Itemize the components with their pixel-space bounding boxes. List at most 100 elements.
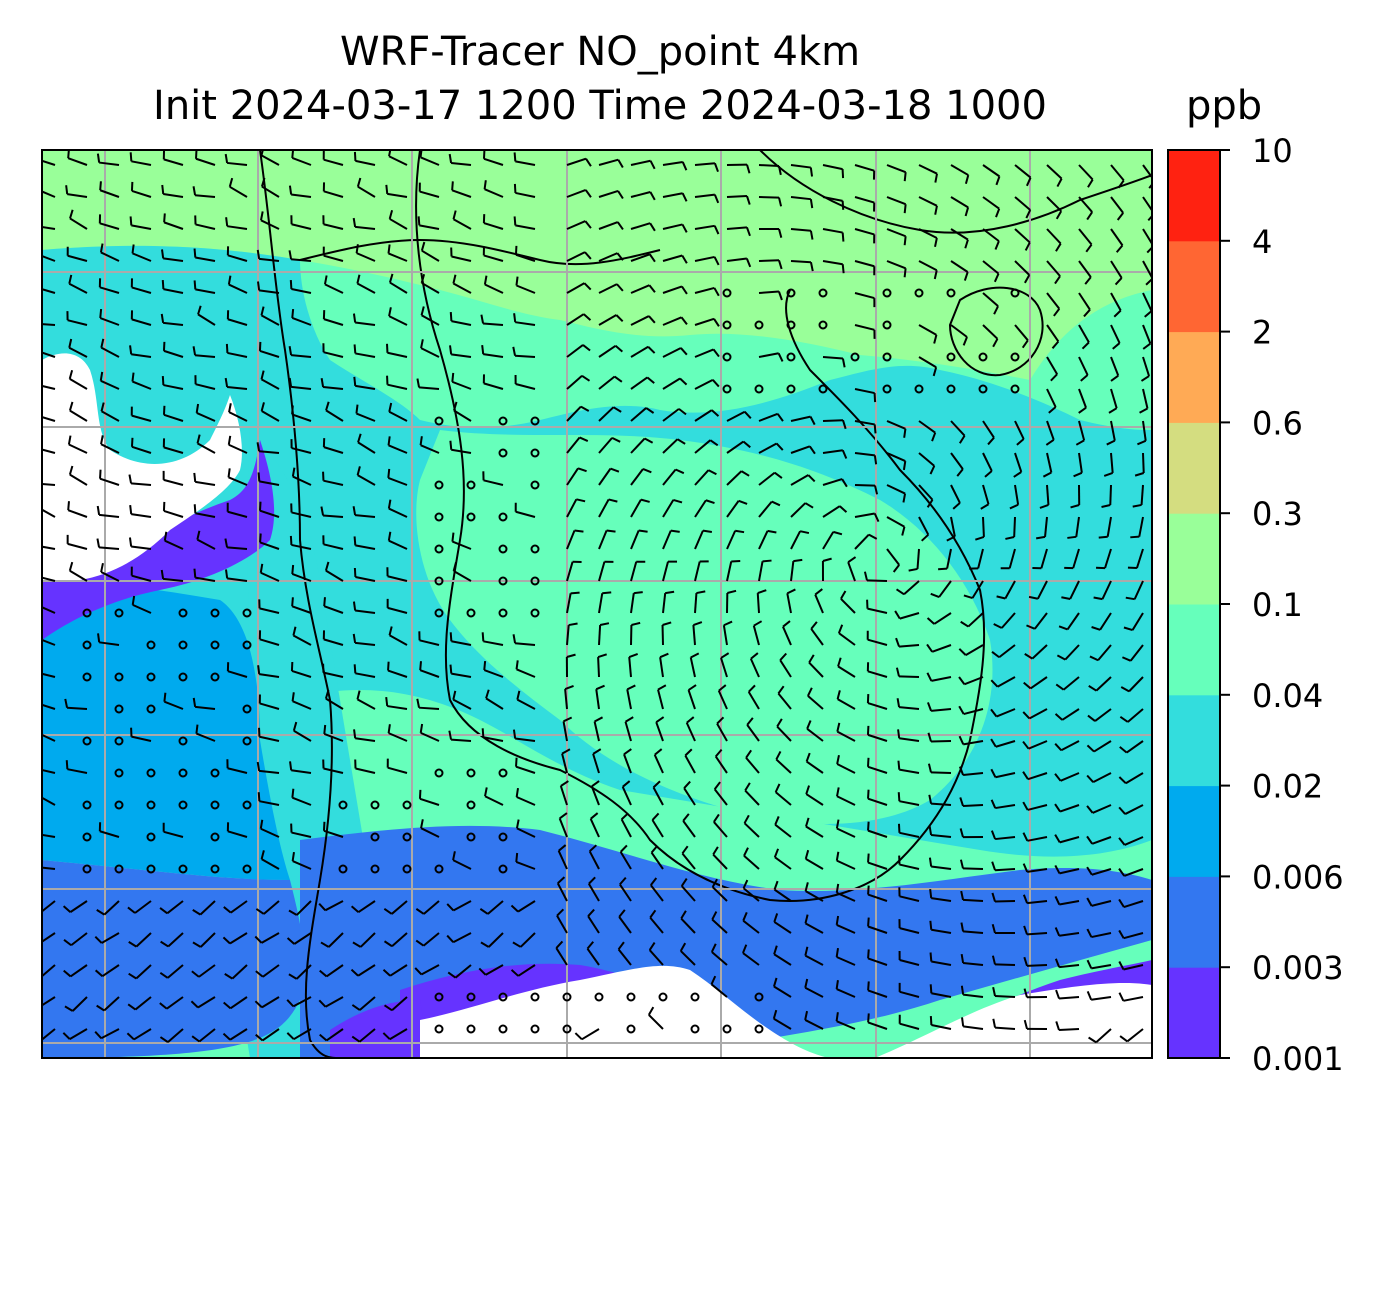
- wind-barb-shaft: [598, 283, 618, 294]
- wind-barb-shaft: [259, 349, 280, 358]
- wind-barb-shaft: [790, 474, 809, 486]
- wind-barb-shaft: [694, 499, 707, 518]
- wind-barb-flag: [975, 536, 985, 541]
- wind-barb-shaft: [260, 827, 280, 838]
- wind-barb-flag: [224, 153, 229, 164]
- wind-barb-flag: [742, 879, 749, 889]
- wind-barb-flag: [592, 748, 602, 755]
- wind-barb-shaft: [566, 188, 587, 198]
- wind-barb-shaft: [867, 829, 888, 838]
- wind-barb-flag: [991, 923, 996, 934]
- calm-wind-marker: [690, 1024, 700, 1034]
- calm-wind-marker: [338, 864, 348, 874]
- wind-barb-shaft: [99, 286, 120, 294]
- wind-barb-flag: [750, 652, 759, 660]
- wind-barb-shaft: [42, 576, 56, 582]
- wind-barb-shaft: [694, 469, 710, 486]
- wind-barb-shaft: [227, 577, 248, 582]
- calm-wind-marker: [370, 832, 380, 842]
- wind-barb-shaft: [804, 986, 824, 998]
- wind-barb-flag: [680, 316, 688, 326]
- calm-wind-marker: [466, 1024, 476, 1034]
- wind-barb-shaft: [790, 530, 802, 550]
- wind-barb-shaft: [562, 721, 568, 742]
- wind-barb-shaft: [726, 500, 740, 518]
- calm-wind-marker: [466, 992, 476, 1002]
- calm-wind-marker: [754, 1024, 764, 1034]
- wind-barb-shaft: [420, 827, 440, 838]
- wind-barb-shaft: [838, 632, 856, 646]
- calm-wind-marker: [178, 608, 188, 618]
- calm-wind-marker: [146, 704, 156, 714]
- wind-barb-flag: [991, 955, 996, 965]
- wind-barb-flag: [809, 199, 814, 209]
- wind-barb-flag: [822, 557, 832, 562]
- wind-barb-shaft: [100, 443, 120, 454]
- wind-barb-flag: [757, 589, 767, 594]
- wind-barb-shaft: [854, 420, 875, 426]
- wind-barb-flag: [1110, 374, 1119, 382]
- wind-barb-flag: [709, 439, 719, 447]
- calm-wind-marker: [722, 320, 732, 330]
- wind-barb-shaft: [1095, 676, 1112, 692]
- wind-barb-shaft: [261, 378, 280, 390]
- wind-barb-flag: [100, 402, 105, 412]
- calm-wind-marker: [498, 576, 508, 586]
- wind-barb-shaft: [163, 830, 184, 838]
- wind-barb-shaft: [1014, 196, 1031, 211]
- wind-barb-flag: [1055, 210, 1063, 220]
- wind-barb-shaft: [291, 511, 312, 518]
- wind-barb-flag: [515, 819, 520, 829]
- wind-barb-shaft: [854, 388, 875, 395]
- wind-barb-shaft: [758, 352, 779, 358]
- wind-barb-shaft: [566, 405, 582, 422]
- wind-barb-shaft: [1014, 324, 1029, 341]
- calm-wind-marker: [978, 384, 988, 394]
- calm-wind-marker: [178, 736, 188, 746]
- wind-barb-shaft: [1001, 612, 1016, 629]
- wind-barb-shaft: [42, 351, 56, 358]
- wind-barb-shaft: [1124, 804, 1144, 815]
- calm-wind-marker: [498, 832, 508, 842]
- wind-barb-flag: [193, 504, 197, 514]
- wind-barb-shaft: [566, 561, 574, 582]
- calm-wind-marker: [242, 800, 252, 810]
- wind-barb-flag: [31, 1002, 38, 1008]
- wind-barb-shaft: [389, 281, 408, 294]
- wind-barb-shaft: [515, 861, 536, 870]
- wind-barb-shaft: [166, 900, 184, 915]
- colorbar-tick-label: 0.02: [1252, 768, 1323, 806]
- wind-barb-shaft: [630, 468, 644, 486]
- wind-barb-flag: [1022, 894, 1029, 904]
- wind-barb-shaft: [1110, 452, 1114, 474]
- wind-barb-shaft: [742, 952, 760, 966]
- wind-barb-shaft: [227, 510, 248, 518]
- wind-barb-flag: [1024, 241, 1031, 251]
- wind-barb-flag: [588, 876, 596, 885]
- wind-barb-shaft: [1046, 452, 1053, 473]
- wind-barb-flag: [129, 505, 133, 515]
- wind-barb-shaft: [773, 921, 792, 934]
- wind-barb-shaft: [163, 288, 184, 294]
- wind-barb-shaft: [131, 160, 152, 166]
- wind-barb-shaft: [196, 412, 216, 422]
- wind-barb-shaft: [814, 594, 824, 614]
- wind-barb-flag: [515, 787, 519, 798]
- colorbar-segment: [1168, 694, 1220, 787]
- wind-barb-flag: [255, 1033, 264, 1042]
- wind-barb-flag: [926, 499, 934, 508]
- wind-barb-shaft: [195, 576, 216, 582]
- wind-barb-shaft: [752, 625, 760, 646]
- wind-barb-shaft: [163, 158, 184, 166]
- wind-barb-shaft: [99, 830, 120, 838]
- wind-barb-flag: [681, 223, 688, 233]
- wind-barb-shaft: [514, 354, 536, 358]
- wind-barb-flag: [836, 690, 841, 700]
- wind-barb-flag: [1022, 863, 1029, 873]
- wind-barb-flag: [778, 228, 783, 238]
- calm-wind-marker: [146, 832, 156, 842]
- wind-barb-shaft: [946, 548, 952, 569]
- calm-wind-marker: [210, 768, 220, 778]
- wind-barb-shaft: [1123, 900, 1144, 908]
- wind-barb-shaft: [1140, 484, 1144, 506]
